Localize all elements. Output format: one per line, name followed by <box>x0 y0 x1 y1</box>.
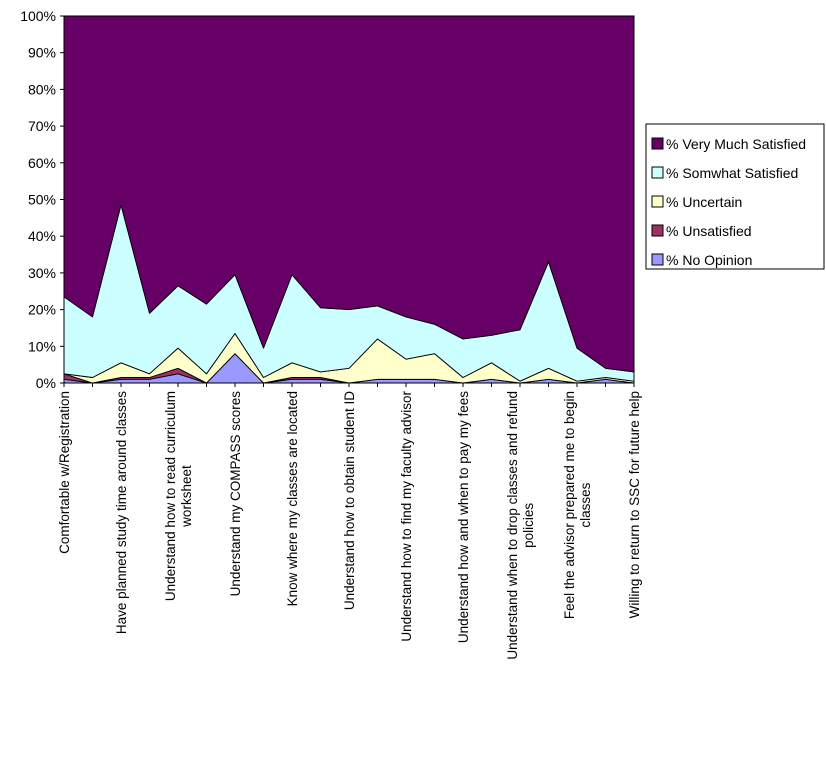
legend: % Very Much Satisfied % Somwhat Satisfied… <box>645 123 825 270</box>
x-category-label: Understand when to drop classes and refu… <box>505 391 536 660</box>
x-category-label-line: Have planned study time around classes <box>114 391 129 634</box>
x-category-label: Understand my COMPASS scores <box>228 391 243 597</box>
y-tick-label: 20% <box>28 302 56 318</box>
x-category-label: Have planned study time around classes <box>114 391 129 634</box>
x-category-label: Know where my classes are located <box>285 391 300 606</box>
x-category-label-line: Comfortable w/Registration <box>57 391 72 554</box>
x-category-label-line: Understand how to find my faculty adviso… <box>399 391 414 642</box>
x-category-label-line: Understand my COMPASS scores <box>228 391 243 597</box>
x-axis-category-labels: Comfortable w/Registration Have planned s… <box>57 391 642 660</box>
legend-swatch-somwhat-satisfied <box>651 166 664 179</box>
x-category-label-line: policies <box>521 503 536 548</box>
x-category-label: Comfortable w/Registration <box>57 391 72 554</box>
y-tick-label: 10% <box>28 338 56 354</box>
x-category-label: Understand how to obtain student ID <box>342 391 357 610</box>
legend-swatch-no-opinion <box>651 253 664 266</box>
x-category-label: Willing to return to SSC for future help <box>627 391 642 618</box>
y-tick-label: 100% <box>20 8 56 24</box>
y-tick-label: 40% <box>28 228 56 244</box>
legend-label-somwhat-satisfied: % Somwhat Satisfied <box>666 165 798 181</box>
x-category-label: Understand how to find my faculty adviso… <box>399 391 414 642</box>
y-tick-label: 0% <box>36 375 56 391</box>
x-category-label-line: worksheet <box>179 465 194 528</box>
x-category-label-line: Feel the advisor prepared me to begin <box>562 391 577 619</box>
legend-label-very-much-satisfied: % Very Much Satisfied <box>666 136 806 152</box>
y-tick-label: 50% <box>28 192 56 208</box>
x-category-label-line: Understand when to drop classes and refu… <box>505 391 520 660</box>
x-category-label-line: Understand how to read curriculum <box>163 391 178 601</box>
y-tick-label: 80% <box>28 81 56 97</box>
x-category-label-line: Know where my classes are located <box>285 391 300 606</box>
legend-swatch-uncertain <box>651 195 664 208</box>
y-tick-label: 90% <box>28 45 56 61</box>
y-tick-label: 30% <box>28 265 56 281</box>
x-category-label: Understand how and when to pay my fees <box>456 391 471 643</box>
x-category-label-line: Willing to return to SSC for future help <box>627 391 642 618</box>
legend-label-no-opinion: % No Opinion <box>666 252 752 268</box>
x-category-label: Feel the advisor prepared me to begin cla… <box>562 391 593 619</box>
legend-box <box>645 123 825 270</box>
areas-layer <box>63 15 635 384</box>
y-tick-label: 60% <box>28 155 56 171</box>
legend-swatch-very-much-satisfied <box>651 137 664 150</box>
x-category-label-line: Understand how and when to pay my fees <box>456 391 471 643</box>
y-tick-label: 70% <box>28 118 56 134</box>
x-category-label: Understand how to read curriculum workshe… <box>163 391 194 601</box>
legend-swatch-unsatisfied <box>651 224 664 237</box>
x-category-label-line: classes <box>578 482 593 527</box>
legend-label-uncertain: % Uncertain <box>666 194 742 210</box>
x-category-label-line: Understand how to obtain student ID <box>342 391 357 610</box>
y-axis-tick-labels: 0% 10% 20% 30% 40% 50% 60% 70% 80% 90% 100% <box>20 8 64 391</box>
legend-label-unsatisfied: % Unsatisfied <box>666 223 752 239</box>
